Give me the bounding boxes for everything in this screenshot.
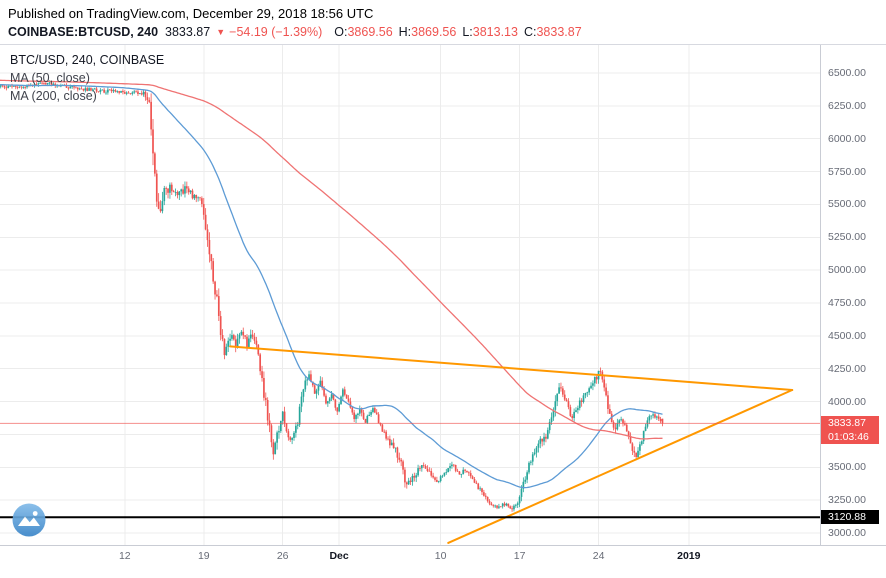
header-last-price: 3833.87 xyxy=(165,25,211,39)
price-tick-label: 3250.00 xyxy=(828,494,866,507)
price-axis[interactable]: 3833.87 01:03:46 3120.88 6500.00 6250.00 6… xyxy=(820,45,886,545)
price-down-arrow-icon: ▼ xyxy=(216,27,226,37)
high-label: H: xyxy=(398,25,412,39)
time-tick-label: 19 xyxy=(197,550,210,562)
tradingview-logo[interactable] xyxy=(12,503,46,537)
header: Published on TradingView.com, December 2… xyxy=(0,0,886,44)
gridlines xyxy=(0,45,820,545)
chart-canvas[interactable] xyxy=(0,45,820,545)
price-tick-label: 6000.00 xyxy=(828,132,866,145)
ma50-line xyxy=(0,83,663,489)
time-tick-label: 2019 xyxy=(677,550,701,562)
price-tick-label: 5500.00 xyxy=(828,198,866,211)
level-price-label: 3120.88 xyxy=(821,510,879,525)
open-value: 3869.56 xyxy=(347,25,393,39)
price-tick-label: 5000.00 xyxy=(828,264,866,277)
symbol-title: COINBASE:BTCUSD, 240 xyxy=(8,25,159,39)
time-tick-label: 12 xyxy=(118,550,131,562)
time-tick-label: 17 xyxy=(513,550,526,562)
price-tick-label: 4500.00 xyxy=(828,329,866,342)
low-label: L: xyxy=(462,25,473,39)
time-tick-label: 26 xyxy=(276,550,289,562)
price-tick-label: 3500.00 xyxy=(828,461,866,474)
time-axis[interactable]: 12 19 26 Dec 10 17 24 2019 xyxy=(0,545,886,566)
trendline-lower[interactable] xyxy=(447,389,794,544)
open-label: O: xyxy=(334,25,348,39)
price-change: −54.19 (−1.39%) xyxy=(229,25,323,39)
time-tick-label: Dec xyxy=(329,550,349,562)
close-value: 3833.87 xyxy=(536,25,582,39)
price-tick-label: 5250.00 xyxy=(828,231,866,244)
price-tick-label: 5750.00 xyxy=(828,165,866,178)
time-tick-label: 10 xyxy=(434,550,447,562)
trendline-upper[interactable] xyxy=(229,345,794,391)
price-tick-label: 3000.00 xyxy=(828,527,866,539)
symbol-line: COINBASE:BTCUSD, 240 3833.87 ▼ −54.19 (−1.3… xyxy=(8,25,878,39)
countdown-label: 01:03:46 xyxy=(821,430,879,445)
price-tick-label: 6250.00 xyxy=(828,99,866,112)
candles xyxy=(0,80,664,512)
plot-area[interactable]: BTC/USD, 240, COINBASE MA (50, close) MA… xyxy=(0,45,820,545)
high-value: 3869.56 xyxy=(411,25,457,39)
last-price-label: 3833.87 xyxy=(821,416,879,431)
published-line: Published on TradingView.com, December 2… xyxy=(8,6,374,21)
price-tick-label: 4250.00 xyxy=(828,362,866,375)
ohlc-readout: O:3869.56 H:3869.56 L:3813.13 C:3833.87 xyxy=(328,25,581,39)
close-label: C: xyxy=(523,25,537,39)
tradingview-logo-icon xyxy=(12,503,46,537)
time-tick-label: 24 xyxy=(592,550,605,562)
chart-widget: BTC/USD, 240, COINBASE MA (50, close) MA… xyxy=(0,44,886,566)
price-tick-label: 6500.00 xyxy=(828,67,866,79)
price-tick-label: 4000.00 xyxy=(828,395,866,408)
ma200-line xyxy=(0,79,663,440)
low-value: 3813.13 xyxy=(472,25,518,39)
price-tick-label: 4750.00 xyxy=(828,297,866,309)
